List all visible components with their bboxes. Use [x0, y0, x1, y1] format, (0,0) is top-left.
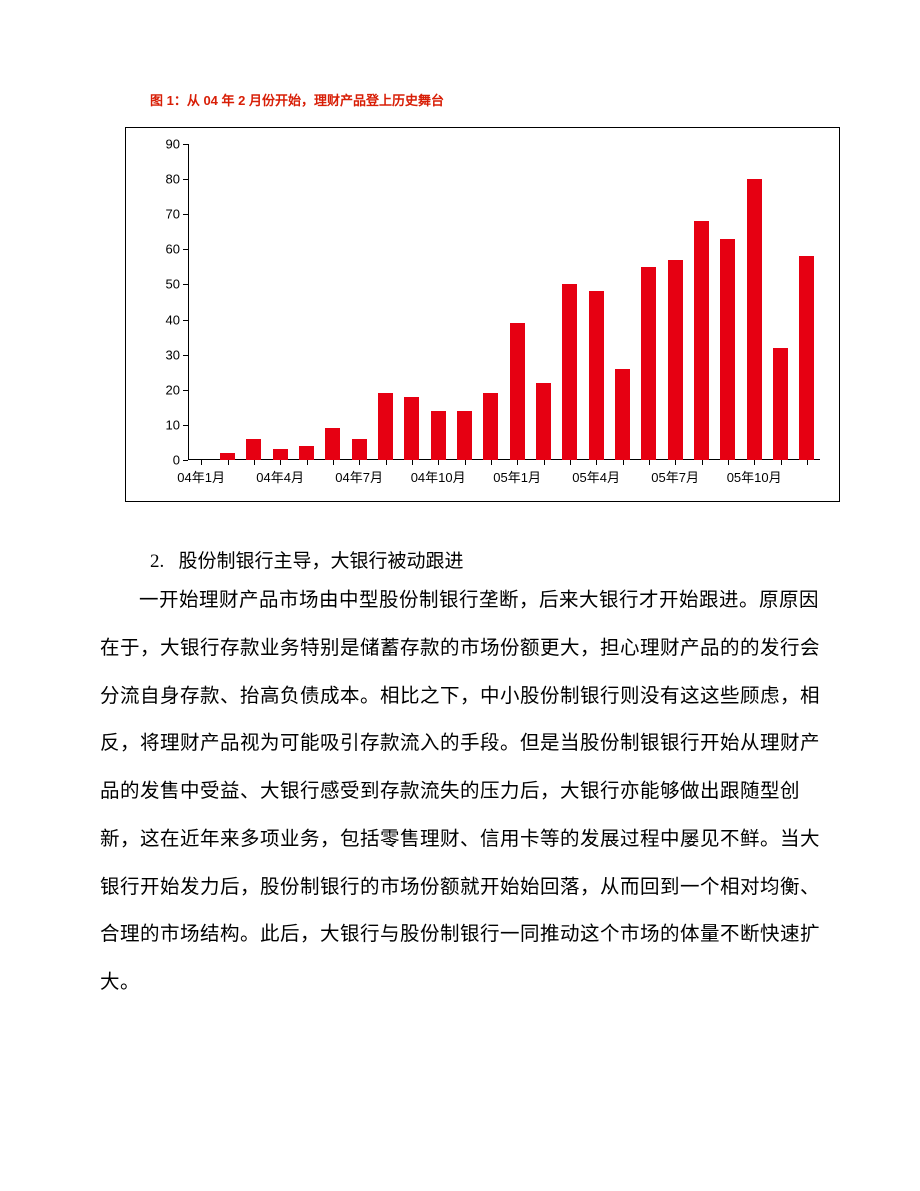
x-tick-label: 04年10月 [411, 467, 466, 486]
x-tick [649, 460, 650, 465]
y-tick [183, 320, 188, 321]
x-tick [544, 460, 545, 465]
plot-area: 010203040506070809004年1月04年4月04年7月04年10月… [188, 144, 820, 460]
y-tick [183, 284, 188, 285]
bar [589, 291, 604, 460]
y-tick-label: 30 [148, 347, 180, 362]
bar [378, 393, 393, 460]
bar [668, 260, 683, 460]
x-tick [412, 460, 413, 465]
x-tick-label: 05年7月 [651, 467, 699, 486]
y-tick [183, 390, 188, 391]
x-tick [781, 460, 782, 465]
y-tick-label: 70 [148, 207, 180, 222]
x-tick [570, 460, 571, 465]
x-tick [333, 460, 334, 465]
bar [773, 348, 788, 460]
bar [457, 411, 472, 460]
x-tick-label: 05年10月 [727, 467, 782, 486]
y-tick [183, 249, 188, 250]
bar [404, 397, 419, 460]
y-tick-label: 50 [148, 277, 180, 292]
x-tick-label: 04年1月 [177, 467, 225, 486]
x-tick [280, 460, 281, 465]
bar [325, 428, 340, 460]
y-tick-label: 0 [148, 453, 180, 468]
x-tick [596, 460, 597, 465]
y-tick [183, 144, 188, 145]
x-tick [438, 460, 439, 465]
chart-container: 0 10 20 30 40 50 60 70 80 90 04年1月 04年4月 04年7月 04年10月… [125, 127, 840, 502]
bar [483, 393, 498, 460]
x-tick-label: 05年4月 [572, 467, 620, 486]
x-tick [386, 460, 387, 465]
x-tick [307, 460, 308, 465]
bar [747, 179, 762, 460]
y-tick-label: 40 [148, 312, 180, 327]
bar [536, 383, 551, 460]
bar [352, 439, 367, 460]
y-tick-label: 80 [148, 172, 180, 187]
bar [694, 221, 709, 460]
bar [720, 239, 735, 460]
x-tick [675, 460, 676, 465]
x-tick [359, 460, 360, 465]
y-tick [183, 460, 188, 461]
y-tick [183, 179, 188, 180]
bar [431, 411, 446, 460]
x-tick [517, 460, 518, 465]
x-tick [728, 460, 729, 465]
x-tick [807, 460, 808, 465]
bar [799, 256, 814, 460]
bar [299, 446, 314, 460]
x-tick [623, 460, 624, 465]
figure-title: 图 1：从 04 年 2 月份开始，理财产品登上历史舞台 [150, 90, 820, 109]
y-tick [183, 425, 188, 426]
x-tick [702, 460, 703, 465]
bar [246, 439, 261, 460]
y-tick-label: 60 [148, 242, 180, 257]
section-number: 2. [150, 551, 164, 572]
y-tick-label: 90 [148, 137, 180, 152]
y-tick [183, 355, 188, 356]
section-heading: 股份制银行主导，大银行被动跟进 [179, 551, 464, 572]
x-tick-label: 04年4月 [256, 467, 304, 486]
page: 图 1：从 04 年 2 月份开始，理财产品登上历史舞台 0 10 20 30 40 50… [0, 0, 920, 1191]
x-tick-label: 05年1月 [493, 467, 541, 486]
bar [641, 267, 656, 460]
y-tick-label: 10 [148, 417, 180, 432]
x-tick [465, 460, 466, 465]
x-tick [754, 460, 755, 465]
x-tick [491, 460, 492, 465]
y-tick-label: 20 [148, 382, 180, 397]
x-tick [228, 460, 229, 465]
y-tick [183, 214, 188, 215]
bar [615, 369, 630, 460]
y-axis-line [188, 144, 189, 460]
bar [273, 449, 288, 460]
x-tick [254, 460, 255, 465]
x-tick [201, 460, 202, 465]
bar [562, 284, 577, 460]
bar [220, 453, 235, 460]
section-number-line: 2. 股份制银行主导，大银行被动跟进 [150, 546, 820, 573]
x-tick-label: 04年7月 [335, 467, 383, 486]
body-paragraph: 一开始理财产品市场由中型股份制银行垄断，后来大银行才开始跟进。原原因在于，大银行… [100, 577, 820, 1007]
bar [510, 323, 525, 460]
